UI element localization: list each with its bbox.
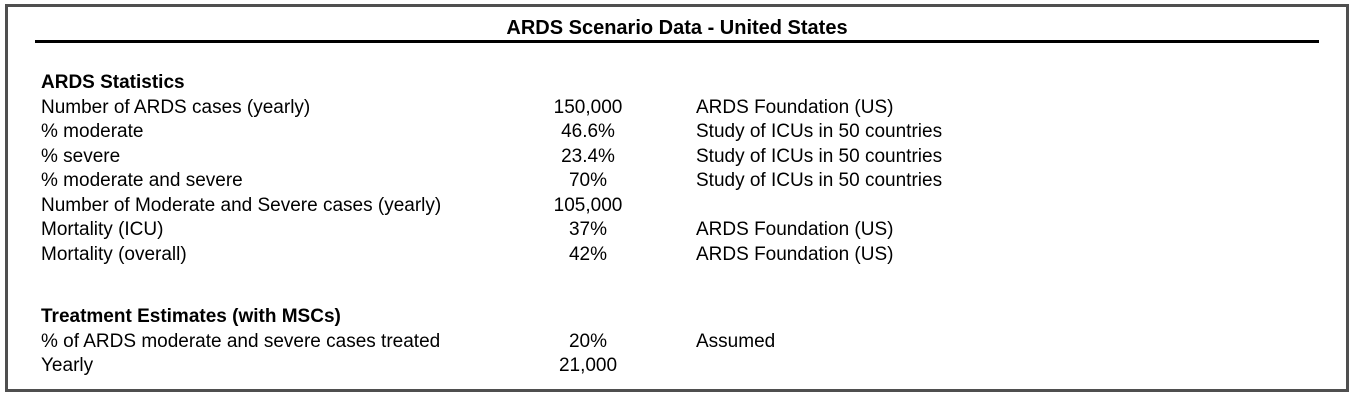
row-source: ARDS Foundation (US) — [696, 96, 894, 118]
row-label: Number of ARDS cases (yearly) — [41, 96, 311, 118]
row-label: Number of Moderate and Severe cases (yea… — [41, 194, 442, 216]
section-header-ards-statistics: ARDS Statistics — [41, 72, 185, 93]
row-label: % severe — [41, 145, 121, 167]
row-source: Assumed — [696, 330, 776, 352]
row-label: % moderate and severe — [41, 170, 243, 191]
table-row: Yearly 21,000 — [41, 354, 1326, 379]
row-value: 150,000 — [553, 96, 623, 118]
table-row: Mortality (ICU) 37% ARDS Foundation (US) — [41, 218, 1326, 243]
row-value: 105,000 — [553, 194, 623, 216]
section-header-treatment-estimates: Treatment Estimates (with MSCs) — [41, 306, 341, 327]
document-frame: ARDS Scenario Data - United States ARDS … — [5, 4, 1349, 392]
table-row: Number of Moderate and Severe cases (yea… — [41, 194, 1326, 219]
row-source: ARDS Foundation (US) — [696, 243, 894, 265]
row-source: Study of ICUs in 50 countries — [696, 121, 943, 142]
row-value: 42% — [568, 243, 608, 265]
row-value: 21,000 — [558, 355, 618, 376]
title-divider — [35, 40, 1319, 43]
table-row: Number of ARDS cases (yearly) 150,000 AR… — [41, 96, 1326, 121]
table-row: % of ARDS moderate and severe cases trea… — [41, 330, 1326, 355]
row-value: 46.6% — [561, 121, 615, 142]
table-row: % moderate and severe 70% Study of ICUs … — [41, 169, 1326, 194]
row-label: % moderate — [41, 121, 144, 142]
row-source — [648, 194, 1326, 219]
page-title: ARDS Scenario Data - United States — [506, 17, 848, 39]
table-row: Mortality (overall) 42% ARDS Foundation … — [41, 243, 1326, 268]
table-row: % moderate 46.6% Study of ICUs in 50 cou… — [41, 120, 1326, 145]
section-spacer — [41, 267, 1326, 305]
row-value: 37% — [568, 219, 608, 240]
row-value: 23.4% — [561, 145, 615, 167]
row-source: Study of ICUs in 50 countries — [696, 170, 943, 191]
row-source: Study of ICUs in 50 countries — [696, 145, 943, 167]
row-value: 70% — [568, 170, 608, 191]
row-label: Mortality (ICU) — [41, 219, 164, 240]
row-label: Mortality (overall) — [41, 243, 187, 265]
row-label: % of ARDS moderate and severe cases trea… — [41, 330, 441, 352]
data-table: ARDS Statistics Number of ARDS cases (ye… — [41, 71, 1326, 379]
row-value: 20% — [568, 330, 608, 352]
row-source: ARDS Foundation (US) — [696, 219, 894, 240]
table-row: % severe 23.4% Study of ICUs in 50 count… — [41, 145, 1326, 170]
row-source — [648, 354, 1326, 379]
row-label: Yearly — [41, 355, 94, 376]
